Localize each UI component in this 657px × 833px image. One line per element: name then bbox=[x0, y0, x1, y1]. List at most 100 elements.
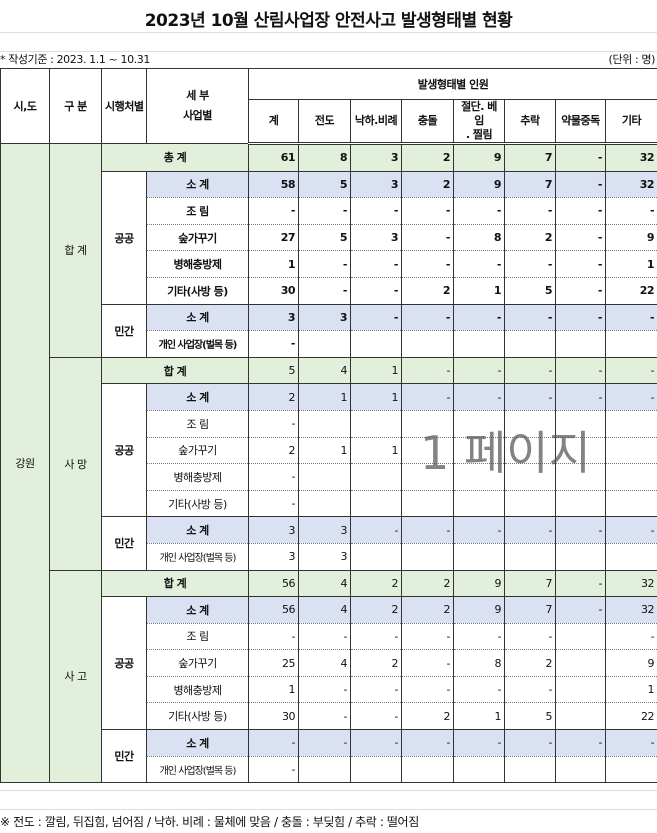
value-cell: - bbox=[604, 356, 657, 385]
private-agency-cell: 민간 bbox=[101, 516, 147, 571]
blank-grid-row bbox=[0, 790, 657, 810]
value-cell: 2 bbox=[401, 569, 454, 598]
value-cell: - bbox=[248, 197, 299, 225]
subtotal-row: 민간 소 계-------- bbox=[1, 729, 657, 784]
value-cell: - bbox=[555, 569, 606, 598]
subtotal-row: 공공 소 계 56 4 2 2 9 7-32 bbox=[1, 596, 657, 731]
table-row: 개인 사업장(벌목 등) - bbox=[1, 756, 657, 784]
value-cell bbox=[604, 437, 657, 465]
row-label: 개인 사업장(벌목 등) bbox=[146, 756, 249, 784]
value-cell: 3 bbox=[248, 516, 299, 544]
value-cell: 9 bbox=[604, 224, 657, 252]
value-cell: - bbox=[248, 330, 299, 358]
value-cell: - bbox=[248, 463, 299, 491]
row-label: 기타(사방 등) bbox=[146, 277, 249, 305]
value-cell: 1 bbox=[298, 383, 351, 411]
value-cell: 7 bbox=[504, 143, 556, 172]
value-cell bbox=[298, 756, 351, 784]
value-cell bbox=[604, 410, 657, 438]
value-cell: - bbox=[555, 356, 606, 385]
total-label: 합 계 bbox=[101, 356, 249, 385]
table-row: 기타(사방 등) 30- -2 1 5-22 bbox=[1, 277, 657, 305]
value-cell: 27 bbox=[248, 224, 299, 252]
value-cell: - bbox=[504, 250, 556, 278]
value-cell bbox=[453, 463, 505, 491]
private-agency-cell: 민간 bbox=[101, 304, 147, 358]
header-type: 추락 bbox=[504, 99, 556, 145]
value-cell: 1 bbox=[248, 250, 299, 278]
row-label: 숲가꾸기 bbox=[146, 224, 249, 252]
public-agency-cell: 공공 bbox=[101, 171, 147, 305]
value-cell: - bbox=[350, 729, 402, 757]
row-label: 병해충방제 bbox=[146, 463, 249, 491]
value-cell: 2 bbox=[401, 277, 454, 305]
total-label: 총 계 bbox=[101, 143, 249, 172]
value-cell: - bbox=[401, 516, 454, 544]
value-cell: 56 bbox=[248, 569, 299, 598]
value-cell: - bbox=[298, 676, 351, 704]
gubun-cell: 합 계 bbox=[49, 143, 102, 358]
value-cell: 2 bbox=[248, 437, 299, 465]
private-agency-cell: 민간 bbox=[101, 729, 147, 784]
row-label: 개인 사업장(벌목 등) bbox=[146, 543, 249, 571]
value-cell bbox=[298, 410, 351, 438]
public-agency-cell: 공공 bbox=[101, 383, 147, 518]
value-cell: - bbox=[350, 516, 402, 544]
table-row: 병해충방제 - bbox=[1, 463, 657, 491]
header-sido: 시,도 bbox=[0, 68, 50, 144]
value-cell: 3 bbox=[298, 516, 351, 544]
value-cell: - bbox=[453, 729, 505, 757]
value-cell: 32 bbox=[604, 596, 657, 624]
value-cell bbox=[604, 543, 657, 571]
value-cell bbox=[350, 490, 402, 518]
header-type: 충돌 bbox=[401, 99, 454, 145]
header-type: 기타 bbox=[604, 99, 657, 145]
value-cell: 2 bbox=[504, 224, 556, 252]
reference-period-note: * 작성기준 : 2023. 1.1 ~ 10.31 bbox=[0, 53, 150, 66]
value-cell bbox=[555, 437, 606, 465]
value-cell: 9 bbox=[604, 649, 657, 677]
value-cell: - bbox=[504, 356, 556, 385]
accident-table: 시,도 구 분 시행처별 세 부 사업별 발생형태별 인원 계 전도 낙하.비례 충돌… bbox=[0, 68, 657, 784]
value-cell: - bbox=[298, 250, 351, 278]
value-cell: - bbox=[350, 623, 402, 651]
header-type: 낙하.비례 bbox=[350, 99, 402, 145]
value-cell: - bbox=[555, 729, 606, 757]
header-type: 계 bbox=[248, 99, 299, 145]
value-cell: - bbox=[604, 383, 657, 411]
value-cell: - bbox=[350, 277, 402, 305]
value-cell: - bbox=[453, 197, 505, 225]
table-row: 기타(사방 등) - bbox=[1, 490, 657, 518]
row-label: 개인 사업장(벌목 등) bbox=[146, 330, 249, 358]
value-cell bbox=[401, 756, 454, 784]
value-cell bbox=[401, 410, 454, 438]
value-cell: - bbox=[453, 383, 505, 411]
value-cell bbox=[555, 410, 606, 438]
value-cell: - bbox=[350, 250, 402, 278]
value-cell bbox=[555, 543, 606, 571]
page-title: 2023년 10월 산림사업장 안전사고 발생형태별 현황 bbox=[144, 11, 513, 31]
value-cell: - bbox=[555, 224, 606, 252]
value-cell: 1 bbox=[604, 676, 657, 704]
value-cell: - bbox=[604, 623, 657, 651]
value-cell bbox=[453, 437, 505, 465]
value-cell: 32 bbox=[604, 171, 657, 199]
table-row: 기타(사방 등) 30- -2 1 5 22 bbox=[1, 702, 657, 731]
value-cell bbox=[504, 543, 556, 571]
value-cell bbox=[555, 490, 606, 518]
value-cell bbox=[350, 543, 402, 571]
value-cell: - bbox=[248, 410, 299, 438]
value-cell: - bbox=[401, 356, 454, 385]
table-row: 조 림- bbox=[1, 410, 657, 438]
row-label: 소 계 bbox=[146, 304, 249, 332]
value-cell: 3 bbox=[248, 543, 299, 571]
header-type: 절단. 베임 . 찔림 bbox=[453, 99, 505, 145]
value-cell bbox=[401, 330, 454, 358]
header-group: 발생형태별 인원 bbox=[247, 68, 657, 100]
value-cell: - bbox=[350, 304, 402, 332]
value-cell: - bbox=[298, 702, 351, 731]
value-cell: 8 bbox=[453, 649, 505, 677]
sido-cell: 강원 bbox=[0, 142, 50, 784]
value-cell: 2 bbox=[350, 649, 402, 677]
